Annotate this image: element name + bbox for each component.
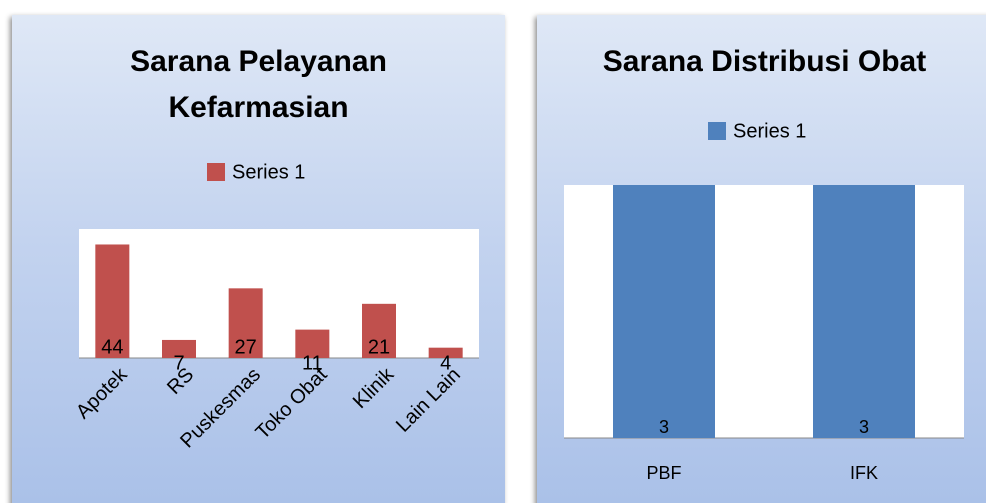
- bar: [428, 347, 463, 358]
- chart-panel: Sarana Distribusi Obat Series 1 PBF 3 IFK 3: [537, 15, 986, 503]
- bar: [613, 185, 715, 438]
- data-label: 11: [302, 352, 323, 374]
- legend-swatch: [207, 163, 225, 181]
- data-label: 21: [368, 336, 390, 358]
- bar: [162, 339, 196, 358]
- x-tick-label: Klinik: [349, 363, 399, 413]
- chart-panel: Sarana Pelayanan Kefarmasian Series 1 Apo…: [12, 15, 505, 503]
- legend-swatch: [708, 122, 726, 140]
- legend-label: Series 1: [232, 161, 305, 183]
- x-tick-label: PBF: [646, 463, 681, 483]
- legend-label: Series 1: [733, 120, 806, 142]
- data-label: 27: [235, 336, 257, 358]
- x-tick-label: Toko Obat: [252, 363, 332, 443]
- data-label: 3: [659, 417, 669, 437]
- bar: [362, 303, 396, 358]
- chart: Series 1 PBF 3 IFK 3: [564, 120, 964, 483]
- bar: [813, 185, 915, 438]
- chart-title: Sarana Pelayanan Kefarmasian: [130, 45, 387, 124]
- bar: [228, 288, 263, 358]
- x-tick-label: Lain Lain: [392, 364, 465, 437]
- x-tick-label: Apotek: [72, 363, 132, 423]
- bar: [95, 244, 130, 358]
- bar: [295, 329, 330, 358]
- data-label: 3: [859, 417, 869, 437]
- data-label: 44: [101, 336, 123, 358]
- x-tick-label: IFK: [850, 463, 878, 483]
- data-label: 4: [440, 352, 451, 374]
- plot-area: [79, 229, 479, 358]
- data-label: 7: [173, 352, 184, 374]
- chart-title: Sarana Distribusi Obat: [602, 45, 927, 78]
